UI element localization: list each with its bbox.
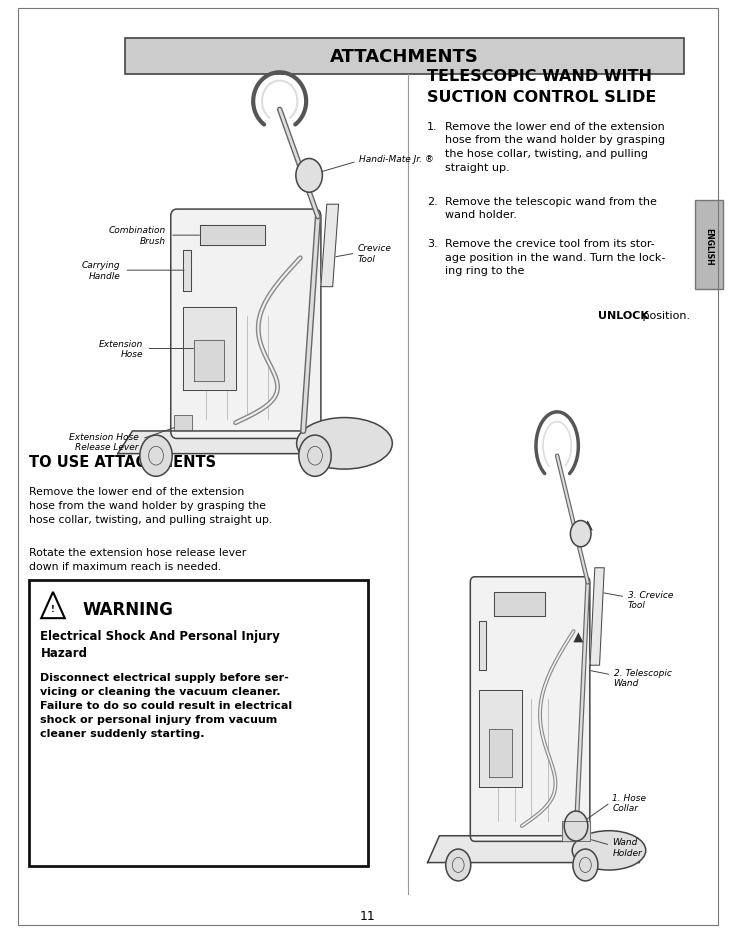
Circle shape: [570, 521, 591, 548]
FancyBboxPatch shape: [470, 578, 590, 841]
Text: 1.: 1.: [427, 122, 437, 132]
Circle shape: [573, 849, 598, 881]
Text: 2. Telescopic
Wand: 2. Telescopic Wand: [614, 668, 671, 688]
Polygon shape: [494, 592, 545, 617]
Text: Wand
Holder: Wand Holder: [612, 838, 643, 856]
Text: !: !: [51, 605, 55, 614]
Text: Rotate the extension hose release lever
down if maximum reach is needed.: Rotate the extension hose release lever …: [29, 548, 247, 572]
Text: 3. Crevice
Tool: 3. Crevice Tool: [628, 591, 673, 609]
FancyBboxPatch shape: [29, 580, 368, 866]
Circle shape: [296, 159, 322, 193]
Text: WARNING: WARNING: [82, 600, 173, 619]
Text: Extension
Hose: Extension Hose: [99, 340, 143, 358]
Circle shape: [565, 812, 588, 841]
Text: Crevice
Tool: Crevice Tool: [358, 244, 392, 264]
Text: UNLOCK: UNLOCK: [598, 311, 649, 321]
Text: 3.: 3.: [427, 239, 437, 249]
Polygon shape: [479, 622, 486, 670]
Text: ATTACHMENTS: ATTACHMENTS: [330, 48, 479, 66]
Polygon shape: [562, 821, 590, 841]
Ellipse shape: [572, 831, 645, 870]
Circle shape: [299, 435, 331, 476]
Text: Combination
Brush: Combination Brush: [109, 227, 166, 245]
Circle shape: [446, 849, 471, 881]
Text: Disconnect electrical supply before ser-
vicing or cleaning the vacuum cleaner.
: Disconnect electrical supply before ser-…: [40, 672, 293, 738]
FancyBboxPatch shape: [125, 39, 684, 75]
FancyBboxPatch shape: [174, 416, 192, 431]
Text: TO USE ATTACHMENTS: TO USE ATTACHMENTS: [29, 455, 216, 470]
Polygon shape: [590, 568, 604, 665]
Text: SUCTION CONTROL SLIDE: SUCTION CONTROL SLIDE: [427, 90, 657, 105]
Text: 1. Hose
Collar: 1. Hose Collar: [612, 793, 646, 812]
Text: TELESCOPIC WAND WITH: TELESCOPIC WAND WITH: [427, 69, 652, 84]
Text: Electrical Shock And Personal Injury
Hazard: Electrical Shock And Personal Injury Haz…: [40, 629, 280, 659]
Ellipse shape: [297, 418, 392, 470]
Text: Remove the lower end of the extension
hose from the wand holder by grasping
the : Remove the lower end of the extension ho…: [445, 122, 665, 172]
Text: 2.: 2.: [427, 197, 438, 207]
Polygon shape: [183, 308, 236, 390]
Polygon shape: [194, 341, 224, 382]
Circle shape: [140, 435, 172, 476]
Text: 11: 11: [360, 909, 376, 922]
Text: Carrying
Handle: Carrying Handle: [82, 261, 121, 281]
Polygon shape: [489, 729, 512, 778]
Text: Remove the lower end of the extension
hose from the wand holder by grasping the
: Remove the lower end of the extension ho…: [29, 487, 273, 525]
Polygon shape: [183, 250, 191, 291]
Text: Remove the crevice tool from its stor-
age position in the wand. Turn the lock-
: Remove the crevice tool from its stor- a…: [445, 239, 665, 276]
Polygon shape: [118, 431, 383, 454]
Text: ENGLISH: ENGLISH: [704, 227, 713, 265]
Polygon shape: [321, 205, 339, 287]
Polygon shape: [428, 836, 640, 863]
Text: position.: position.: [639, 311, 690, 321]
Text: Extension Hose
Release Lever: Extension Hose Release Lever: [68, 432, 138, 452]
Text: Handi-Mate Jr. ®: Handi-Mate Jr. ®: [359, 154, 434, 164]
Polygon shape: [200, 226, 265, 246]
Polygon shape: [479, 690, 522, 787]
FancyBboxPatch shape: [171, 210, 321, 439]
FancyBboxPatch shape: [695, 201, 723, 290]
Text: Remove the telescopic wand from the
wand holder.: Remove the telescopic wand from the wand…: [445, 197, 657, 220]
